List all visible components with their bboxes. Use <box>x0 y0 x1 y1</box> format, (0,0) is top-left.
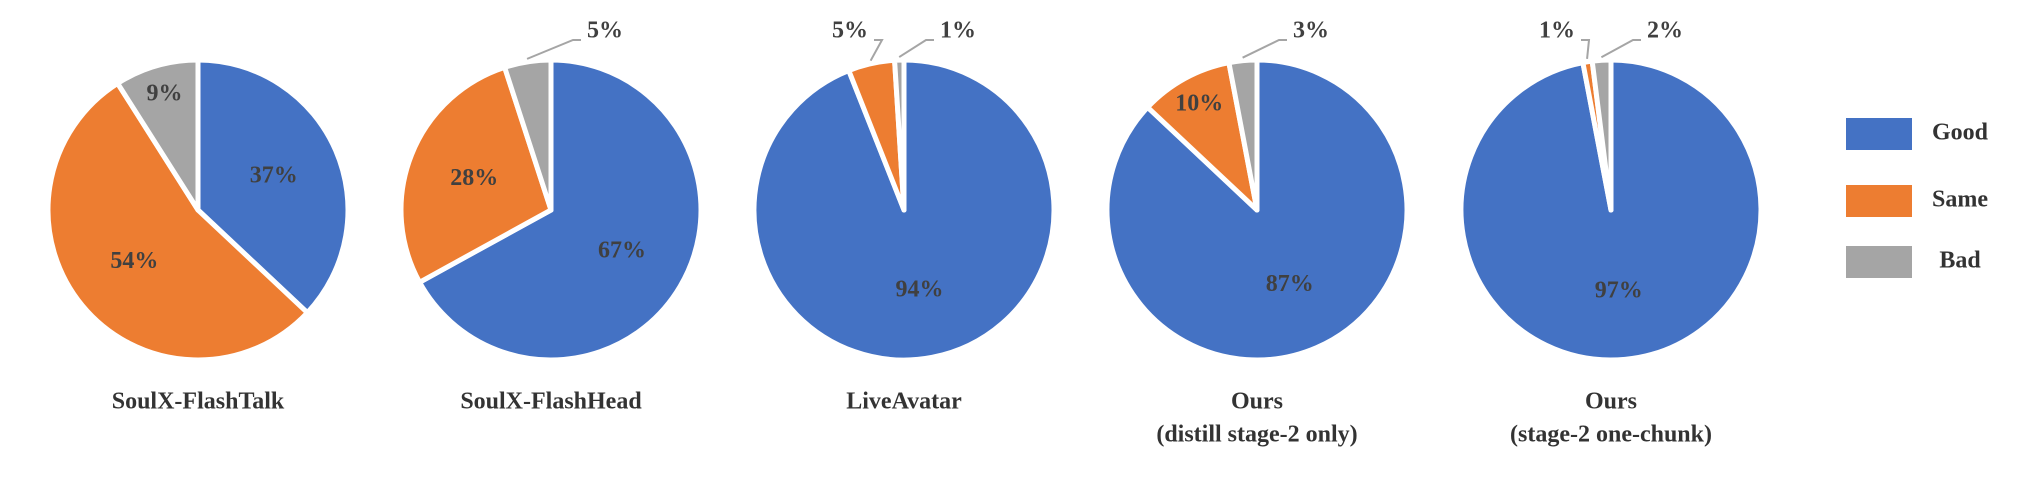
pie-slice <box>195 57 351 316</box>
pie-slice <box>1104 57 1410 363</box>
value-label: 54% <box>110 248 158 274</box>
leader-line <box>898 39 934 58</box>
value-label: 9% <box>147 80 183 106</box>
pie-slice <box>45 80 310 363</box>
legend-swatch <box>1846 118 1912 150</box>
value-label: 10% <box>1175 90 1223 116</box>
value-label: 2% <box>1647 18 1683 44</box>
value-label: 87% <box>1266 271 1314 297</box>
legend-label: Same <box>1932 187 1988 213</box>
pie-slice <box>115 57 201 213</box>
pie-slice <box>417 57 704 363</box>
value-label: 5% <box>587 18 623 44</box>
value-label: 67% <box>598 237 646 263</box>
value-label: 28% <box>450 165 498 191</box>
legend-swatch <box>1846 246 1912 278</box>
leader-line <box>1600 39 1641 59</box>
leader-line <box>1581 39 1591 59</box>
pie-slice <box>502 57 554 213</box>
value-label: 94% <box>895 277 943 303</box>
leader-line <box>1242 39 1287 59</box>
value-label: 1% <box>940 18 976 44</box>
pie-title: SoulX-FlashTalk <box>112 389 285 415</box>
pie-title: SoulX-FlashHead <box>460 389 642 415</box>
leader-line <box>526 39 581 60</box>
legend-label: Good <box>1932 120 1989 146</box>
pie-slice <box>1589 57 1614 213</box>
pie-title: (distill stage-2 only) <box>1156 422 1357 448</box>
legend-swatch <box>1846 185 1912 217</box>
value-label: 37% <box>250 163 298 189</box>
pie-slice <box>398 64 554 285</box>
leader-line <box>869 39 884 62</box>
value-label: 97% <box>1595 278 1643 304</box>
pie-slice <box>892 57 907 213</box>
pie-slice <box>1226 57 1260 213</box>
pie-slice <box>1145 60 1260 213</box>
value-label: 1% <box>1539 18 1575 44</box>
value-label: 3% <box>1293 18 1329 44</box>
pie-title: LiveAvatar <box>846 389 962 415</box>
legend-label: Bad <box>1939 248 1981 274</box>
value-label: 5% <box>832 18 868 44</box>
pie-title: Ours <box>1231 389 1283 415</box>
pie-title: (stage-2 one-chunk) <box>1510 422 1712 448</box>
pie-title: Ours <box>1585 389 1637 415</box>
